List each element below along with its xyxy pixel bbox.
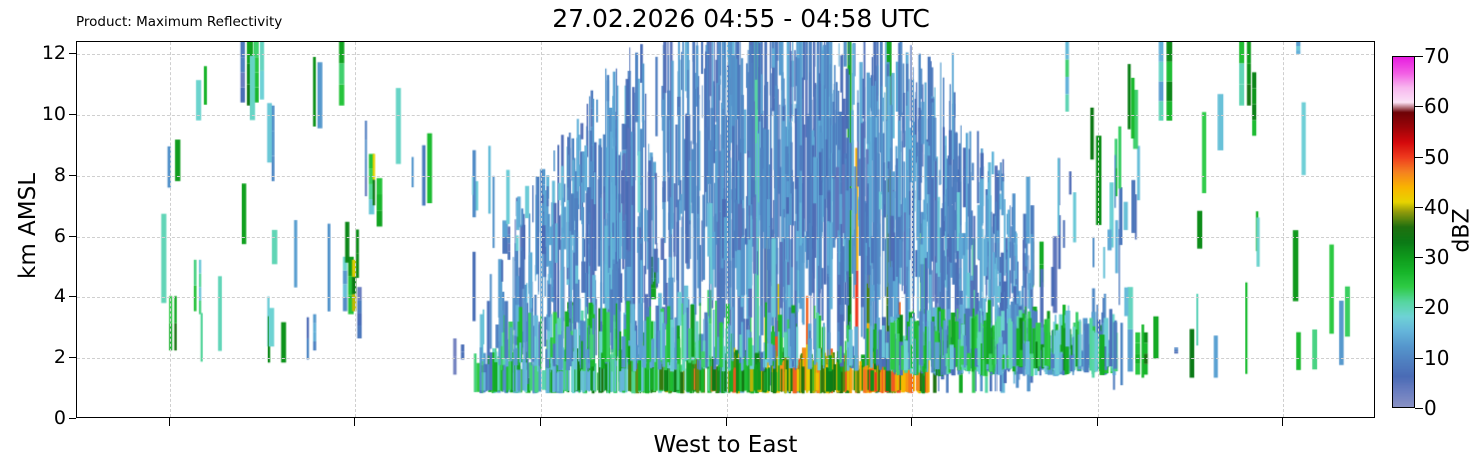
colorbar-gradient [1393,57,1414,407]
colorbar-tick-mark [1415,206,1423,208]
colorbar-label: dBZ [1449,208,1475,253]
plot-area [76,41,1375,418]
colorbar-tick-label: 50 [1424,144,1450,169]
colorbar-tick-label: 60 [1424,94,1450,119]
colorbar-tick-label: 30 [1424,245,1450,270]
y-tick-label: 0 [53,407,66,429]
colorbar-tick-label: 10 [1424,345,1450,370]
x-tick-mark [911,418,913,426]
colorbar-tick-label: 70 [1424,44,1450,68]
x-tick-mark [354,418,356,426]
x-tick-mark [539,418,541,426]
y-tick-mark [69,235,76,237]
x-tick-mark [1282,418,1284,426]
y-tick-mark [69,113,76,115]
x-tick-mark [168,418,170,426]
colorbar-tick-mark [1415,408,1423,409]
y-tick-label: 4 [53,285,66,308]
colorbar-tick-label: 0 [1424,396,1437,420]
y-axis-label: km AMSL [15,172,41,279]
x-tick-mark [725,418,727,426]
y-tick-mark [69,296,76,298]
colorbar-tick-mark [1415,307,1423,309]
colorbar [1392,56,1415,408]
product-label: Product: Maximum Reflectivity [76,14,283,30]
x-axis-label: West to East [653,432,798,458]
reflectivity-heatmap-canvas [77,42,1374,417]
y-tick-label: 6 [53,224,66,247]
y-tick-label: 2 [53,346,66,369]
y-tick-mark [69,53,76,55]
colorbar-tick-mark [1415,357,1423,359]
colorbar-tick-mark [1415,106,1423,108]
y-tick-mark [69,174,76,176]
colorbar-tick-mark [1415,56,1423,57]
x-tick-mark [1096,418,1098,426]
y-tick-label: 8 [53,163,66,186]
y-tick-mark [69,357,76,359]
page-title: 27.02.2026 04:55 - 04:58 UTC [552,4,930,33]
colorbar-tick-label: 40 [1424,194,1450,219]
colorbar-tick-mark [1415,156,1423,158]
y-tick-label: 12 [41,42,66,65]
y-tick-label: 10 [41,102,66,125]
y-tick-mark [69,418,76,419]
colorbar-tick-mark [1415,257,1423,259]
colorbar-tick-label: 20 [1424,295,1450,320]
